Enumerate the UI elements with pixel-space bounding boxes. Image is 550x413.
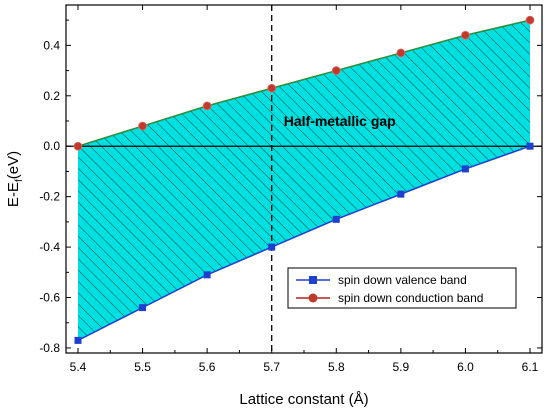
conduction-point [73, 141, 83, 151]
legend-marker-valence [309, 276, 317, 284]
y-tick-label: 0.4 [43, 38, 60, 52]
valence-point [74, 336, 82, 344]
y-axis-label: E-Ef(eV) [5, 151, 25, 207]
valence-point [268, 243, 276, 251]
valence-point [332, 215, 340, 223]
series-line-1 [77, 19, 531, 147]
reference-lines [66, 5, 542, 353]
y-tick-label: -0.4 [39, 240, 60, 254]
x-tick-label: 5.9 [393, 360, 410, 374]
valence-point [397, 190, 405, 198]
half-metallic-gap-annotation: Half-metallic gap [284, 113, 396, 129]
y-tick-label: -0.2 [39, 190, 60, 204]
y-tick-label: -0.8 [39, 341, 60, 355]
valence-point [139, 304, 147, 312]
series-line-0 [77, 145, 531, 342]
legend-box [287, 267, 517, 309]
band-gap-hatched-area [78, 20, 530, 341]
conduction-point [525, 15, 535, 25]
valence-point [526, 142, 534, 150]
x-tick-label: 5.7 [263, 360, 280, 374]
series-layer [73, 15, 535, 344]
conduction-point [202, 101, 212, 111]
y-axis-label-unit: (eV) [5, 151, 22, 179]
y-tick-label: -0.6 [39, 291, 60, 305]
y-tick-label: 0.0 [43, 139, 60, 153]
x-axis-label: Lattice constant (Å) [239, 391, 368, 408]
x-tick-label: 5.8 [328, 360, 345, 374]
legend: spin down valence band spin down conduct… [287, 267, 517, 309]
band-gap-fill [78, 20, 530, 341]
x-tick-label: 5.6 [199, 360, 216, 374]
axes: 5.4 5.5 5.6 5.7 5.8 5.9 6.0 6.1 -0.8 -0.6 -0.4 -0.2… [39, 5, 542, 374]
conduction-point [267, 83, 277, 93]
conduction-point [396, 48, 406, 58]
legend-label-valence: spin down valence band [338, 273, 467, 287]
x-tick-label: 5.5 [134, 360, 151, 374]
legend-marker-conduction [308, 293, 318, 303]
valence-point [203, 271, 211, 279]
legend-label-conduction: spin down conduction band [338, 291, 483, 305]
conduction-point [138, 121, 147, 131]
y-axis-label-main: E-E [5, 182, 22, 207]
conduction-point [331, 66, 341, 75]
x-tick-label: 6.0 [457, 360, 474, 374]
x-tick-label: 6.1 [522, 360, 539, 374]
valence-point [461, 165, 469, 173]
y-tick-label: 0.2 [43, 89, 60, 103]
conduction-point [461, 30, 470, 40]
y-axis-label-sub: f [14, 179, 25, 182]
x-tick-label: 5.4 [70, 360, 87, 374]
